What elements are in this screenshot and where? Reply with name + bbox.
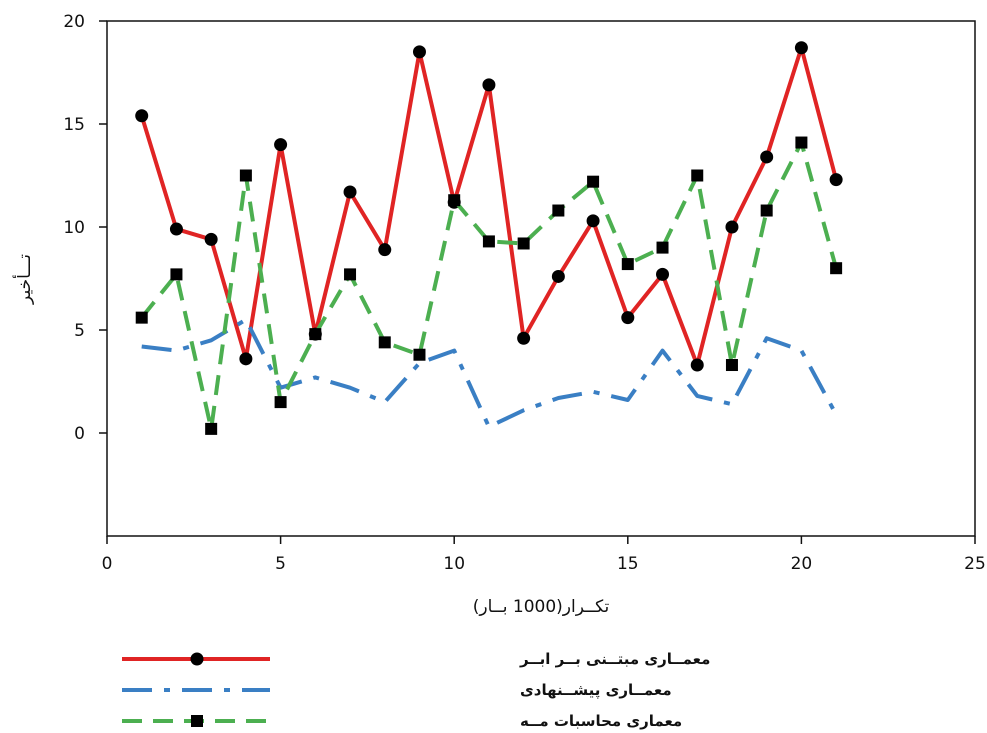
data-point-circle: [239, 352, 253, 366]
data-point-circle: [621, 311, 635, 325]
data-point-square: [378, 336, 391, 349]
data-point-square: [170, 268, 183, 281]
x-tick-label: 20: [791, 554, 813, 574]
y-tick-label: 5: [74, 321, 85, 341]
series-1: [135, 41, 843, 372]
data-point-square: [309, 328, 322, 341]
legend-label: معمــاری مبتــنی بــر ابــر: [519, 650, 710, 668]
series-1-line: [139, 45, 839, 367]
data-point-square: [135, 311, 148, 324]
y-tick-label: 20: [63, 12, 85, 32]
data-point-square: [448, 194, 461, 207]
y-tick-label: 15: [63, 115, 85, 135]
data-point-square: [517, 237, 530, 250]
legend-marker-circle: [190, 652, 204, 666]
legend-item-1: معمــاری مبتــنی بــر ابــر: [122, 650, 710, 668]
series-3-line: [140, 140, 839, 431]
y-tick-label: 0: [74, 424, 85, 444]
data-point-square: [725, 359, 738, 372]
data-point-square: [413, 348, 426, 361]
data-point-circle: [135, 109, 149, 123]
data-point-square: [344, 268, 357, 281]
data-point-circle: [829, 173, 843, 187]
data-point-circle: [204, 232, 218, 246]
data-point-square: [795, 136, 808, 149]
legend-marker-square: [191, 715, 203, 727]
legend-label: معماری محاسبات مــه: [520, 712, 682, 730]
data-point-circle: [169, 222, 183, 236]
x-tick-label: 0: [102, 554, 113, 574]
y-axis-title: تـــأخیر: [12, 254, 35, 305]
data-point-square: [274, 396, 287, 409]
legend: معمــاری مبتــنی بــر ابــر معمــاری پیشـ…: [122, 650, 710, 730]
data-point-square: [760, 204, 773, 217]
data-point-circle: [551, 269, 565, 283]
data-point-circle: [760, 150, 774, 164]
x-tick-label: 25: [964, 554, 986, 574]
data-point-circle: [656, 267, 670, 281]
series-2-line: [141, 317, 838, 429]
data-point-circle: [517, 331, 531, 345]
data-point-circle: [378, 243, 392, 257]
data-point-circle: [274, 138, 288, 152]
x-tick-label: 5: [275, 554, 286, 574]
x-tick-label: 15: [617, 554, 639, 574]
data-point-circle: [794, 41, 808, 55]
data-point-circle: [690, 358, 704, 372]
data-point-square: [830, 262, 843, 275]
data-point-circle: [412, 45, 426, 59]
data-point-square: [621, 258, 634, 271]
data-point-circle: [343, 185, 357, 199]
x-tick-label: 10: [443, 554, 465, 574]
data-point-square: [587, 175, 600, 188]
legend-label: معمــاری پیشــنهادی: [520, 681, 672, 700]
series-3: [135, 136, 843, 435]
data-point-circle: [725, 220, 739, 234]
data-point-square: [691, 169, 704, 182]
data-point-square: [552, 204, 565, 217]
legend-item-2: معمــاری پیشــنهادی: [122, 681, 672, 700]
data-point-square: [239, 169, 252, 182]
data-point-circle: [586, 214, 600, 228]
data-point-circle: [482, 78, 496, 92]
x-axis: 0 5 10 15 20 25: [102, 536, 986, 574]
y-axis: 0 5 10 15 20: [63, 12, 107, 444]
data-point-square: [205, 422, 218, 435]
x-axis-title: تکــرار(1000 بــار): [473, 597, 610, 617]
plot-frame: [106, 20, 976, 537]
data-point-square: [656, 241, 669, 254]
y-tick-label: 10: [63, 218, 85, 238]
legend-item-3: معماری محاسبات مــه: [122, 712, 682, 730]
data-point-square: [482, 235, 495, 248]
series-2: [141, 317, 838, 429]
series-layer: [135, 41, 843, 435]
